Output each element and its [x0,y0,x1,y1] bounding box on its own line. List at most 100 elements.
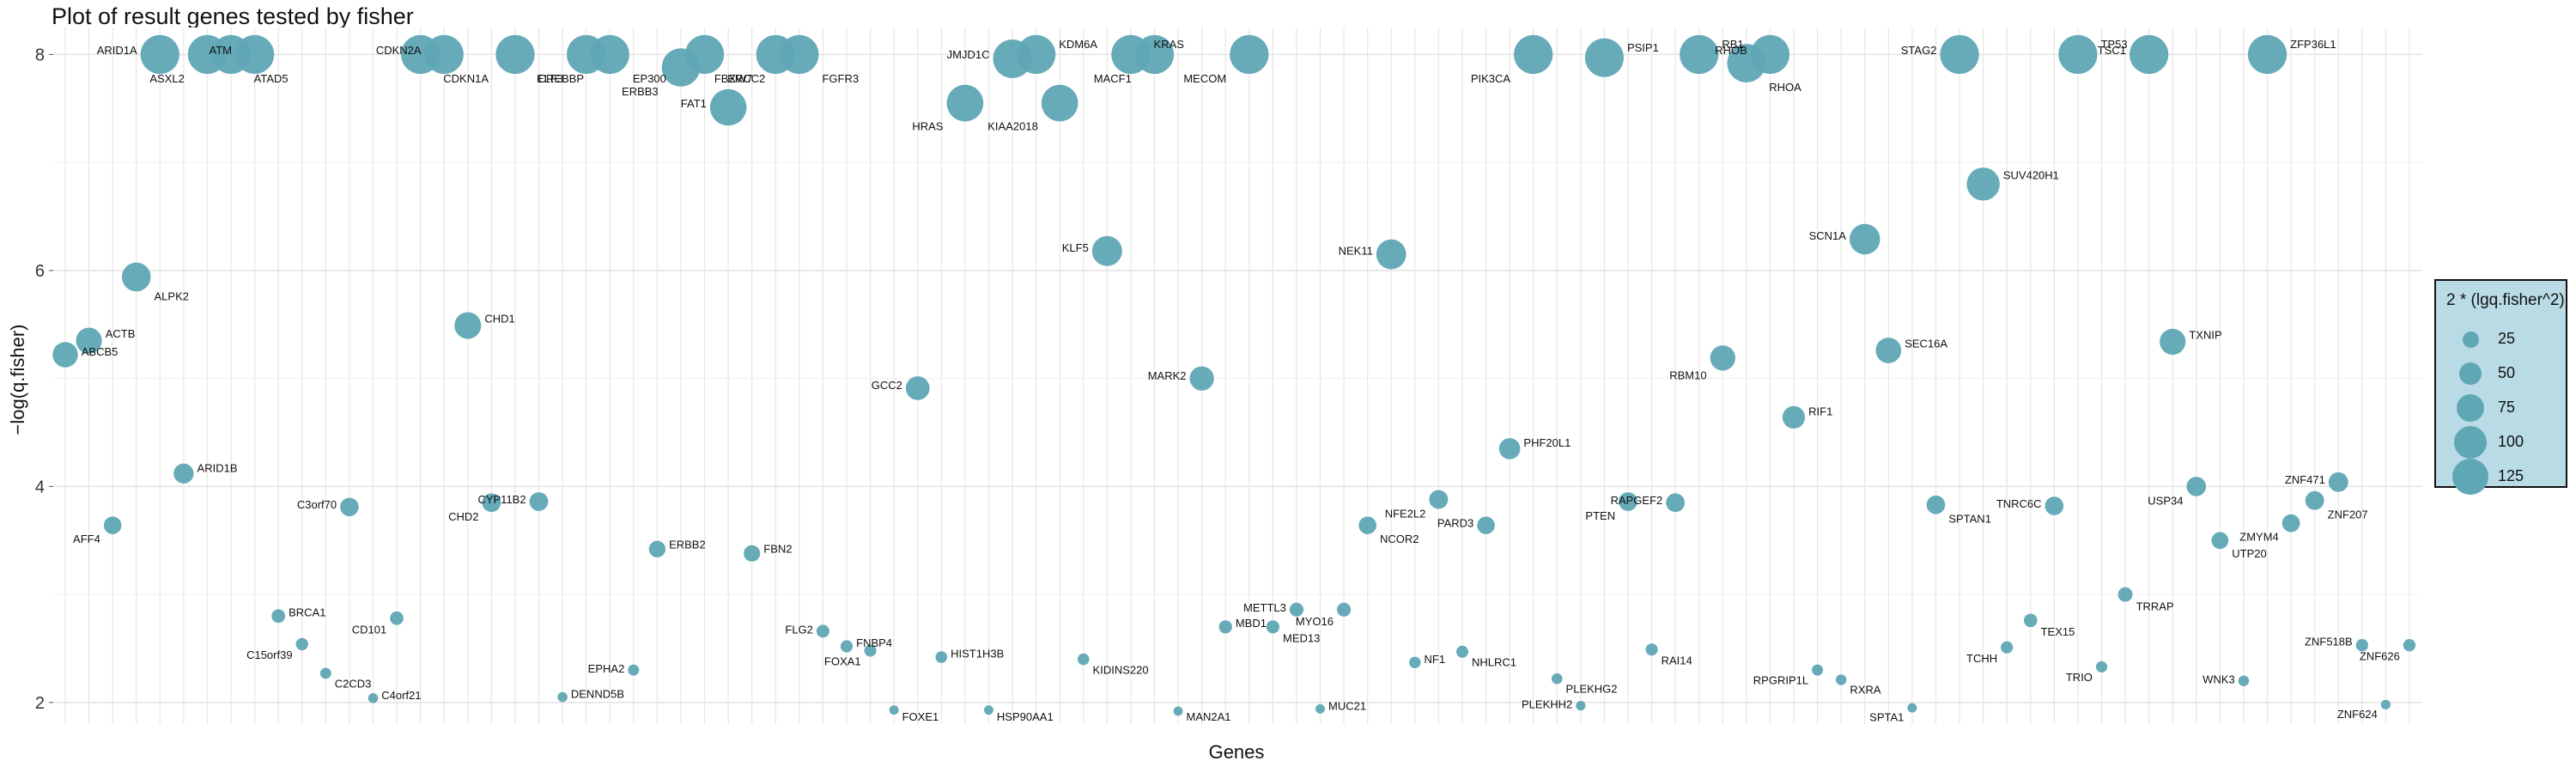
point-label: SPTAN1 [1948,513,1991,526]
legend-entry: 100 [2436,425,2565,460]
legend-size-marker [2462,331,2479,348]
point-tsc1 [2129,34,2169,75]
point-muc21 [1315,703,1326,714]
point-label: MUC21 [1328,700,1366,713]
legend-entry-label: 100 [2498,433,2524,450]
plot-panel [53,27,2421,724]
point-suv420h1 [1966,167,2000,201]
point-label: RIF1 [1808,405,1832,417]
point-label: TRIO [2066,671,2093,684]
point-nf1 [1409,656,1421,669]
point-mark2 [1189,366,1214,391]
point-label: PIK3CA [1471,72,1511,85]
point-label: TCHH [1966,652,1997,665]
point-label: AFF4 [73,533,100,545]
point-scn1a [1849,223,1880,255]
point-tnrc6c [2044,496,2064,515]
point-label: C3orf70 [297,498,337,511]
point-label: TXNIP [2189,328,2221,341]
point-c3orf70 [340,497,359,517]
point-label: CYP11B2 [477,493,526,506]
point-kdm6a [1016,34,1056,75]
point-label: EPHA2 [588,662,625,675]
point-label: PARD3 [1437,517,1473,530]
point-c15orf39 [295,637,308,651]
point-znf471 [2328,472,2348,492]
point-label: KIAA2018 [987,119,1038,132]
point-label: TNRC6C [1996,497,2042,510]
point-fnbp4 [840,640,854,653]
point-label: SPTA1 [1869,711,1904,724]
point-rxra [1835,674,1847,685]
size-legend: 2 * (lgq.fisher^2) 25 50 75 100 125 [2434,279,2567,496]
point-brca1 [271,609,286,624]
point-label: ATAD5 [254,72,289,85]
point-foxe1 [889,705,899,715]
point-erbb2 [648,540,666,557]
point-flg2 [816,624,829,638]
point-label: ABCB5 [82,345,118,358]
point-pard3 [1477,516,1495,534]
point-label: MAN2A1 [1186,710,1230,723]
point-znf207 [2305,490,2324,510]
point-kidins220 [1077,653,1090,666]
point-label: MACF1 [1094,72,1132,85]
point-label: ERBB2 [669,538,706,551]
point-label: SEC16A [1905,338,1947,350]
point-trio [2095,660,2108,673]
point-fbn2 [744,545,761,562]
point-foxa1 [864,644,877,657]
y-tick-label: 6 [35,262,45,281]
point-label: MED13 [1283,631,1320,644]
point-usp34 [2186,477,2207,496]
point-psip1 [1584,38,1624,77]
point-label: CDKN2A [376,44,422,57]
point-label: KRAS [1154,38,1185,51]
legend-size-marker [2451,458,2489,496]
point-label: C15orf39 [246,648,292,661]
point-label: RPGRIP1L [1753,674,1808,687]
legend-entry: 125 [2436,458,2565,496]
point-label: TEX15 [2041,625,2075,638]
point-label: CDKN1A [443,72,489,85]
point-label: ZNF626 [2360,649,2400,662]
point-label: KLF5 [1062,241,1089,254]
point-rbm10 [1710,345,1735,371]
point-mettl3 [1289,602,1304,617]
point-label: TP53 [2101,38,2128,51]
point-fgfr3 [780,34,819,75]
y-tick-label: 4 [35,478,45,496]
legend-size-marker [2458,362,2482,386]
point-label: PTEN [1585,509,1615,522]
point-label: FBXW7 [714,72,753,85]
point-pten [1619,492,1637,511]
y-tick-label: 2 [35,694,45,713]
point-label: FGFR3 [822,72,859,85]
point-znf518b [2355,639,2369,652]
legend-entry-label: 75 [2498,399,2516,416]
point-label: ACTB [106,327,136,340]
point-atm [234,34,275,75]
point-label: CD101 [352,624,386,636]
legend-entry-label: 50 [2498,364,2516,381]
chart-title: Plot of result genes tested by fisher [52,3,414,29]
legend-title: 2 * (lgq.fisher^2) [2446,291,2565,309]
point-zfp36l1 [2247,34,2287,75]
point-label: HIST1H3B [951,648,1004,660]
point-label: RHOA [1769,81,1801,94]
legend-entry: 75 [2436,391,2565,425]
point-phf20l1 [1498,438,1521,460]
point-label: HSP90AA1 [997,710,1054,723]
point-label: FOXE1 [902,710,939,723]
point-label: STAG2 [1901,44,1937,57]
point-label: ZFP36L1 [2290,38,2336,51]
point-hist1h3b [935,651,948,663]
point-nek11 [1376,239,1406,270]
point-label: FBN2 [763,543,792,556]
point-label: ASXL2 [149,72,184,85]
point-actb [76,327,102,354]
point-label: WNK3 [2202,673,2235,685]
point-label: TRRAP [2136,600,2174,613]
point-label: NEK11 [1339,245,1373,258]
point-label: ALPK2 [155,289,189,302]
